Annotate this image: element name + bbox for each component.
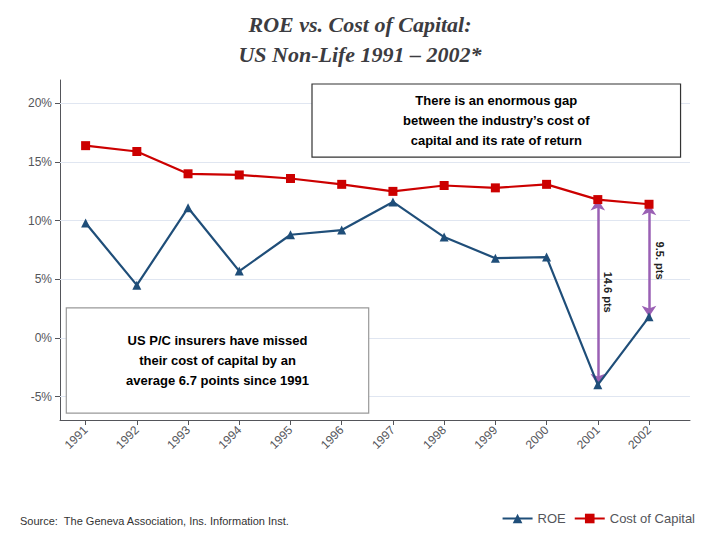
- svg-text:14.6 pts: 14.6 pts: [602, 272, 614, 313]
- svg-text:There is an enormous gap: There is an enormous gap: [415, 93, 577, 108]
- svg-text:capital and its rate of return: capital and its rate of return: [411, 133, 582, 148]
- svg-text:Source: The Geneva Associatio: Source: The Geneva Association, Ins. Inf…: [20, 515, 289, 527]
- svg-text:ROE vs. Cost of Capital:: ROE vs. Cost of Capital:: [247, 12, 471, 37]
- svg-text:2002: 2002: [625, 423, 654, 452]
- svg-text:2001: 2001: [574, 423, 603, 452]
- svg-text:1997: 1997: [369, 423, 398, 452]
- svg-text:0%: 0%: [35, 331, 53, 345]
- svg-text:-5%: -5%: [31, 390, 53, 404]
- svg-text:20%: 20%: [28, 96, 52, 110]
- svg-text:9.5. pts: 9.5. pts: [654, 242, 666, 280]
- svg-text:1991: 1991: [62, 423, 91, 452]
- svg-text:1996: 1996: [318, 423, 347, 452]
- svg-text:ROE: ROE: [538, 511, 567, 526]
- svg-text:10%: 10%: [28, 214, 52, 228]
- svg-text:1999: 1999: [472, 423, 501, 452]
- svg-text:US Non-Life 1991 – 2002*: US Non-Life 1991 – 2002*: [238, 42, 482, 67]
- svg-text:1995: 1995: [267, 423, 296, 452]
- svg-text:15%: 15%: [28, 155, 52, 169]
- svg-text:between the industry’s cost of: between the industry’s cost of: [403, 113, 590, 128]
- svg-text:Cost of Capital: Cost of Capital: [610, 511, 695, 526]
- svg-text:1993: 1993: [164, 423, 193, 452]
- svg-text:1992: 1992: [113, 423, 142, 452]
- svg-text:1994: 1994: [215, 423, 244, 452]
- svg-text:US P/C insurers have missed: US P/C insurers have missed: [128, 333, 308, 348]
- svg-text:5%: 5%: [35, 272, 53, 286]
- svg-text:1998: 1998: [420, 423, 449, 452]
- svg-text:their cost of capital by an: their cost of capital by an: [139, 353, 296, 368]
- svg-text:average 6.7 points since 1991: average 6.7 points since 1991: [126, 373, 309, 388]
- svg-text:2000: 2000: [523, 423, 552, 452]
